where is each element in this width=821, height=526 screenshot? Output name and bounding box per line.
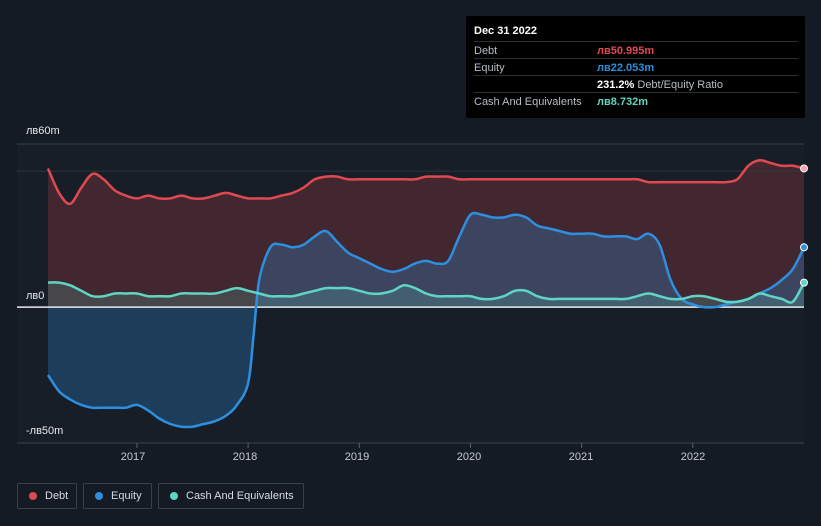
y-tick-label-top: лв60m	[26, 125, 60, 137]
y-tick-label-bottom: -лв50m	[26, 425, 64, 437]
equity-endpoint	[800, 243, 808, 252]
debt-area	[48, 160, 804, 308]
plot-background	[17, 144, 804, 443]
x-tick-label-2019: 2019	[344, 451, 370, 463]
x-tick-label-2018: 2018	[232, 451, 258, 463]
tooltip-row-ratio: 231.2% Debt/Equity Ratio	[474, 75, 798, 93]
y-tick-label-zero: лв0	[26, 290, 45, 302]
tooltip-row-equity: Equity лв22.053m	[474, 58, 798, 76]
legend-item-equity[interactable]: Equity	[83, 483, 152, 509]
x-tick-label-2021: 2021	[568, 451, 594, 463]
legend-label-debt: Debt	[45, 490, 69, 502]
tooltip-debt-value: лв50.995m	[597, 45, 655, 57]
legend-dot-equity	[95, 492, 103, 500]
tooltip-row-cash: Cash And Equivalents лв8.732m	[474, 92, 798, 110]
legend-item-debt[interactable]: Debt	[17, 483, 77, 509]
tooltip-cash-label: Cash And Equivalents	[474, 96, 582, 108]
gridlines	[17, 143, 804, 448]
tooltip-date: Dec 31 2022	[474, 25, 537, 37]
tooltip-row-debt: Debt лв50.995m	[474, 41, 798, 59]
tooltip-debt-label: Debt	[474, 45, 498, 57]
legend-dot-debt	[29, 492, 37, 500]
equity-line	[46, 211, 806, 429]
x-tick-label-2022: 2022	[680, 451, 706, 463]
tooltip-equity-value: лв22.053m	[597, 62, 655, 74]
cash-and-equivalents-line	[47, 281, 806, 304]
series-lines	[46, 159, 806, 429]
tooltip-cash-value: лв8.732m	[597, 96, 649, 108]
tooltip-equity-label: Equity	[474, 62, 505, 74]
equity-area	[48, 212, 804, 427]
legend-item-cash[interactable]: Cash And Equivalents	[158, 483, 304, 509]
series-endpoints	[800, 164, 808, 287]
x-tick-label-2017: 2017	[120, 451, 146, 463]
tooltip-ratio: 231.2% Debt/Equity Ratio	[597, 79, 723, 91]
legend-label-equity: Equity	[111, 490, 142, 502]
tooltip-ratio-value: 231.2%	[597, 79, 635, 91]
x-tick-label-2020: 2020	[456, 451, 482, 463]
data-tooltip: Dec 31 2022 Debt лв50.995m Equity лв22.0…	[466, 16, 805, 118]
cash-and-equivalents-endpoint	[800, 278, 808, 287]
tooltip-ratio-label: Debt/Equity Ratio	[637, 79, 723, 91]
debt-endpoint	[800, 164, 808, 173]
legend-label-cash: Cash And Equivalents	[186, 490, 294, 502]
legend-dot-cash	[170, 492, 178, 500]
debt-line	[46, 159, 805, 206]
